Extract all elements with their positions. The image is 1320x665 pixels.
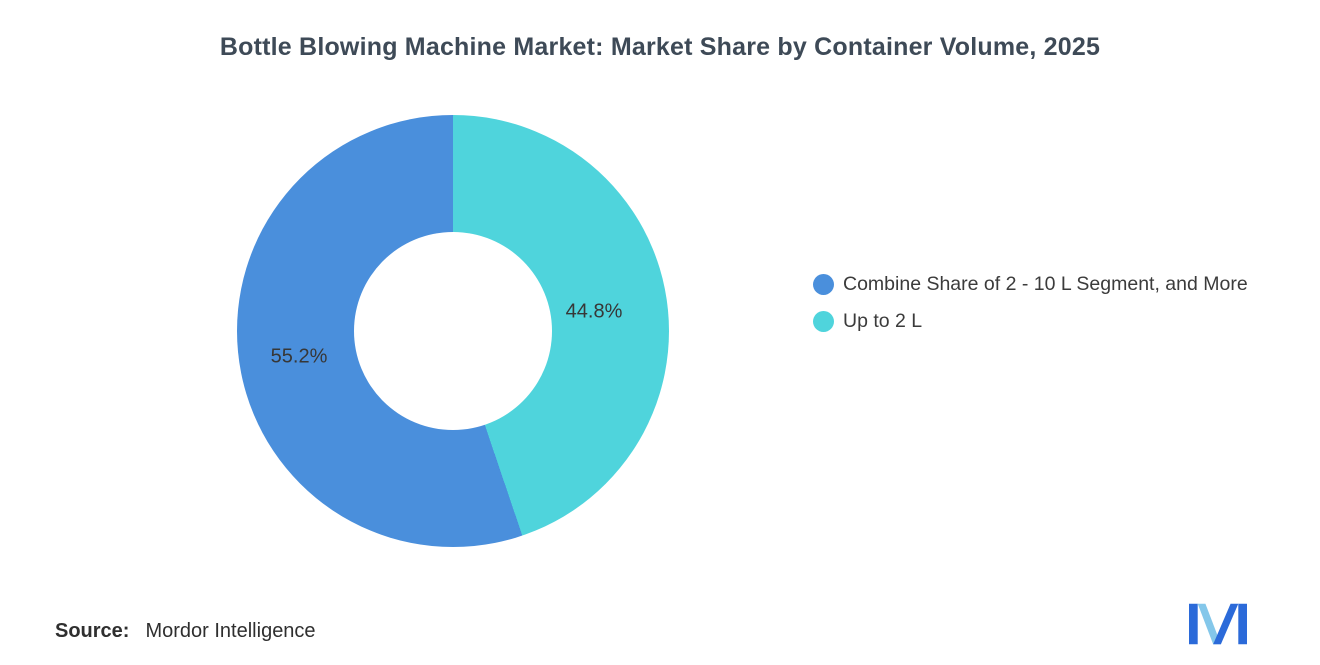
source-label: Source:	[55, 620, 130, 642]
donut-hole	[354, 232, 552, 430]
donut-chart: 44.8% 55.2%	[237, 115, 669, 547]
mordor-intelligence-logo	[1189, 603, 1247, 645]
slice-label-up-to-2l: 44.8%	[565, 300, 623, 323]
logo-m-icon	[1189, 603, 1247, 645]
source-value: Mordor Intelligence	[145, 620, 316, 642]
legend-dot-blue	[813, 274, 834, 295]
source-attribution: Source: Mordor Intelligence	[55, 620, 316, 643]
slice-label-2-10l-and-more: 55.2%	[270, 345, 328, 368]
chart-title: Bottle Blowing Machine Market: Market Sh…	[219, 33, 1101, 61]
legend-label: Up to 2 L	[843, 309, 923, 332]
chart-legend: Combine Share of 2 - 10 L Segment, and M…	[813, 271, 1258, 335]
legend-item-up-to-2l[interactable]: Up to 2 L	[813, 308, 1258, 336]
legend-label: Combine Share of 2 - 10 L Segment, and M…	[843, 273, 1248, 295]
legend-dot-teal	[813, 310, 834, 332]
legend-item-2-10l-and-more[interactable]: Combine Share of 2 - 10 L Segment, and M…	[813, 271, 1258, 299]
